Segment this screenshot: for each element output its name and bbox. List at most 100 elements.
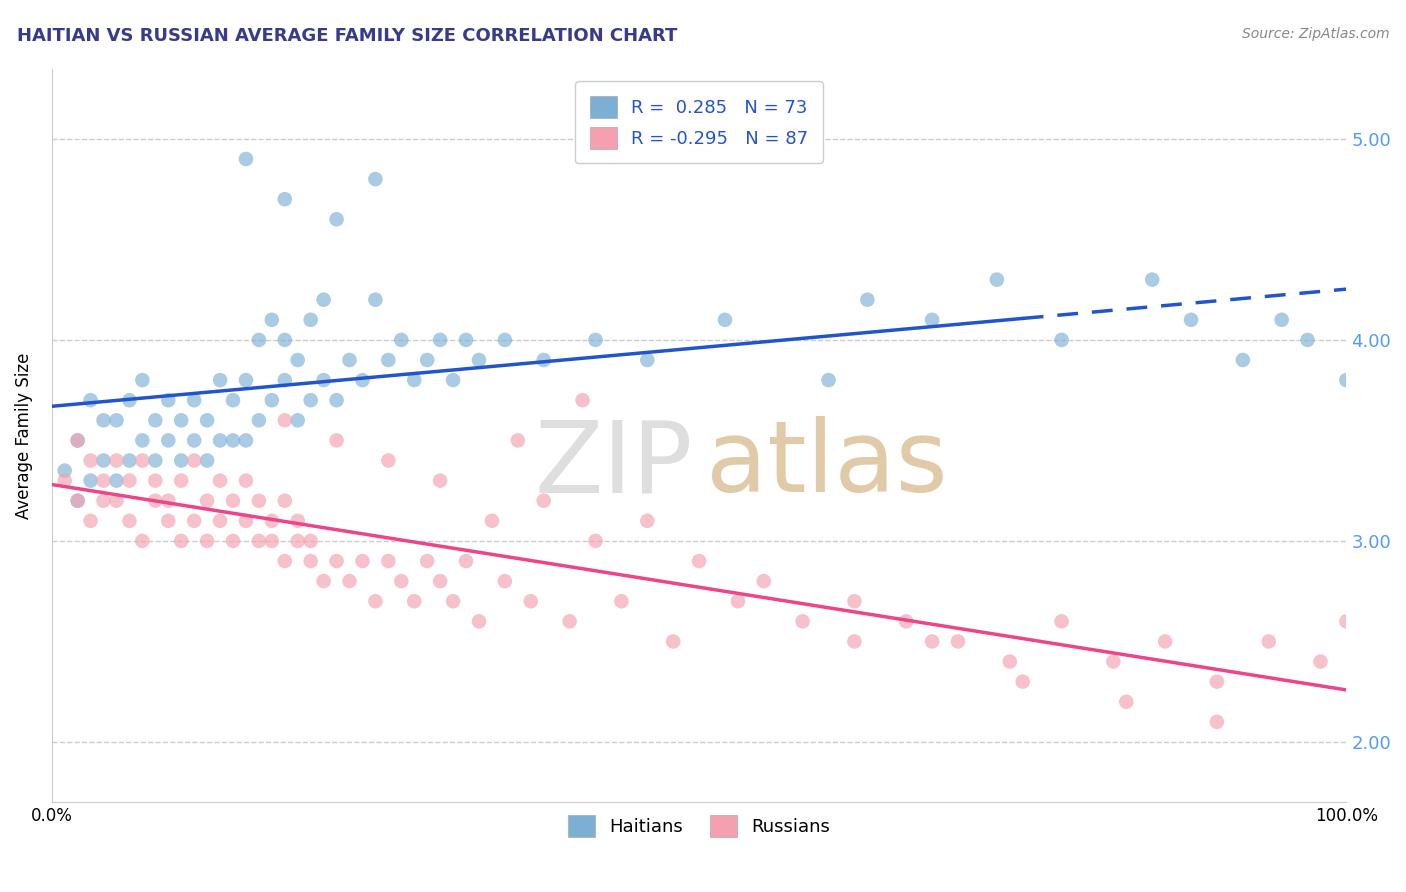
- Point: [1140, 272, 1163, 286]
- Point: [299, 554, 322, 568]
- Point: [209, 514, 232, 528]
- Point: [533, 353, 555, 368]
- Point: [299, 313, 322, 327]
- Point: [416, 353, 439, 368]
- Point: [389, 574, 412, 589]
- Point: [170, 533, 193, 548]
- Point: [287, 533, 309, 548]
- Point: [312, 373, 335, 387]
- Legend: Haitians, Russians: Haitians, Russians: [561, 808, 838, 845]
- Point: [118, 453, 141, 467]
- Point: [66, 434, 89, 448]
- Point: [131, 434, 153, 448]
- Text: ZIP: ZIP: [534, 417, 693, 513]
- Point: [364, 594, 387, 608]
- Point: [986, 272, 1008, 286]
- Point: [429, 474, 451, 488]
- Point: [352, 373, 374, 387]
- Point: [364, 293, 387, 307]
- Point: [170, 453, 193, 467]
- Y-axis label: Average Family Size: Average Family Size: [15, 352, 32, 518]
- Point: [352, 554, 374, 568]
- Text: Source: ZipAtlas.com: Source: ZipAtlas.com: [1241, 27, 1389, 41]
- Point: [260, 514, 283, 528]
- Point: [921, 634, 943, 648]
- Point: [235, 474, 257, 488]
- Point: [287, 514, 309, 528]
- Point: [1257, 634, 1279, 648]
- Point: [170, 413, 193, 427]
- Point: [494, 333, 516, 347]
- Point: [610, 594, 633, 608]
- Point: [93, 453, 115, 467]
- Point: [105, 474, 128, 488]
- Point: [506, 434, 529, 448]
- Point: [235, 373, 257, 387]
- Point: [274, 554, 297, 568]
- Point: [222, 434, 245, 448]
- Point: [636, 353, 658, 368]
- Point: [66, 493, 89, 508]
- Point: [274, 333, 297, 347]
- Point: [105, 493, 128, 508]
- Point: [533, 493, 555, 508]
- Point: [494, 574, 516, 589]
- Point: [946, 634, 969, 648]
- Point: [844, 634, 866, 648]
- Point: [247, 493, 270, 508]
- Point: [131, 533, 153, 548]
- Point: [209, 373, 232, 387]
- Point: [79, 393, 101, 408]
- Point: [377, 453, 399, 467]
- Point: [235, 434, 257, 448]
- Point: [856, 293, 879, 307]
- Point: [195, 453, 218, 467]
- Point: [571, 393, 593, 408]
- Point: [157, 434, 180, 448]
- Point: [274, 413, 297, 427]
- Point: [157, 493, 180, 508]
- Point: [183, 453, 205, 467]
- Point: [454, 333, 477, 347]
- Point: [1011, 674, 1033, 689]
- Point: [209, 474, 232, 488]
- Point: [222, 393, 245, 408]
- Point: [183, 393, 205, 408]
- Point: [636, 514, 658, 528]
- Point: [468, 615, 491, 629]
- Point: [792, 615, 814, 629]
- Point: [429, 333, 451, 347]
- Point: [287, 353, 309, 368]
- Point: [299, 533, 322, 548]
- Point: [183, 514, 205, 528]
- Point: [66, 493, 89, 508]
- Point: [1336, 615, 1358, 629]
- Point: [170, 474, 193, 488]
- Point: [143, 474, 166, 488]
- Point: [1336, 373, 1358, 387]
- Point: [260, 313, 283, 327]
- Point: [377, 353, 399, 368]
- Point: [1206, 714, 1229, 729]
- Point: [325, 212, 347, 227]
- Point: [998, 655, 1021, 669]
- Point: [339, 574, 361, 589]
- Point: [299, 393, 322, 408]
- Point: [183, 434, 205, 448]
- Point: [1271, 313, 1294, 327]
- Point: [585, 533, 607, 548]
- Point: [339, 353, 361, 368]
- Point: [79, 474, 101, 488]
- Point: [235, 514, 257, 528]
- Point: [404, 594, 426, 608]
- Point: [53, 464, 76, 478]
- Point: [1206, 674, 1229, 689]
- Point: [157, 393, 180, 408]
- Point: [195, 533, 218, 548]
- Point: [662, 634, 685, 648]
- Point: [195, 493, 218, 508]
- Point: [844, 594, 866, 608]
- Point: [688, 554, 710, 568]
- Text: HAITIAN VS RUSSIAN AVERAGE FAMILY SIZE CORRELATION CHART: HAITIAN VS RUSSIAN AVERAGE FAMILY SIZE C…: [17, 27, 678, 45]
- Point: [325, 554, 347, 568]
